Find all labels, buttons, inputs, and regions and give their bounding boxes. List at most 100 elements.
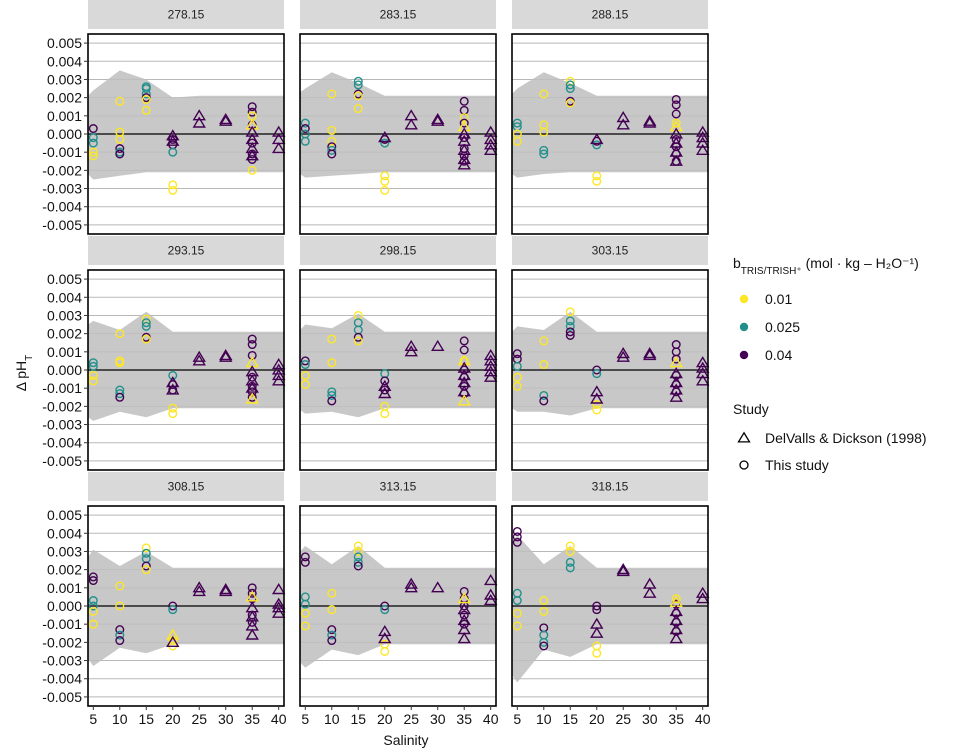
uncertainty-band	[512, 72, 708, 178]
data-point-circle	[115, 358, 125, 368]
facet-panel-293.15: 293.15 0.005 0.004 0.003 0.002 0.001 0.000 -0.0…	[42, 236, 286, 471]
data-point-circle	[300, 370, 310, 380]
data-point-circle	[512, 621, 522, 631]
data-point-triangle	[590, 385, 604, 397]
data-point-triangle	[378, 624, 392, 637]
data-point-circle	[247, 372, 257, 382]
data-point-triangle	[457, 592, 471, 604]
data-point-circle	[539, 606, 549, 616]
data-point-triangle	[669, 154, 683, 166]
data-point-triangle	[271, 363, 286, 375]
data-point-circle	[353, 546, 363, 556]
data-point-triangle	[695, 374, 710, 386]
data-point-triangle	[431, 114, 445, 126]
data-point-circle	[168, 605, 178, 615]
data-point-circle	[512, 608, 522, 618]
data-point-circle	[168, 185, 178, 195]
legend-shape-title: Study	[733, 401, 769, 417]
data-point-circle	[88, 619, 98, 629]
data-point-triangle	[192, 584, 206, 597]
facet-panel-278.15: 278.15 0.005 0.004 0.003 0.002 0.001 0.000 -0.0…	[42, 0, 286, 235]
facet-panels: 278.15 0.005 0.004 0.003 0.002 0.001 0.000 -0.0…	[42, 0, 711, 727]
data-point-circle	[671, 354, 681, 364]
data-point-triangle	[219, 350, 233, 362]
data-point-triangle	[219, 583, 233, 595]
data-point-circle	[88, 151, 98, 161]
data-point-circle	[247, 350, 257, 360]
legend-shape-label: This study	[765, 457, 829, 473]
y-tick-label: 0.001	[47, 108, 82, 124]
data-point-triangle	[245, 149, 259, 161]
legend-color-swatch	[739, 350, 749, 360]
data-point-triangle	[616, 347, 630, 359]
facet-panel-283.15: 283.15	[299, 0, 498, 235]
data-point-circle	[247, 617, 257, 627]
data-point-circle	[115, 392, 125, 402]
data-point-circle	[539, 596, 549, 606]
data-point-triangle	[457, 603, 471, 615]
data-point-circle	[592, 171, 602, 181]
data-point-triangle	[219, 114, 233, 126]
y-tick-label: 0.000	[47, 598, 82, 614]
y-tick-label: 0.002	[47, 562, 82, 578]
data-point-circle	[671, 109, 681, 119]
facet-panel-308.15: 308.15 0.005 0.004 0.003 0.002 0.001 0.000 -0.0…	[42, 472, 287, 727]
data-point-circle	[168, 147, 178, 157]
data-point-circle	[592, 405, 602, 415]
y-tick-label: -0.004	[42, 199, 82, 215]
panel-frame	[511, 33, 709, 235]
legend-shape-label: DelValls & Dickson (1998)	[765, 430, 927, 446]
data-point-circle	[380, 605, 390, 615]
data-point-circle	[300, 599, 310, 609]
data-point-circle	[380, 601, 390, 611]
y-tick-label: -0.002	[42, 634, 82, 650]
data-point-circle	[115, 630, 125, 640]
data-point-triangle	[431, 581, 445, 593]
data-point-triangle	[457, 120, 471, 132]
data-point-circle	[327, 588, 337, 598]
data-point-circle	[327, 630, 337, 640]
data-point-triangle	[271, 368, 286, 381]
data-point-triangle	[431, 339, 445, 351]
data-point-circle	[168, 409, 178, 419]
data-point-triangle	[166, 134, 180, 146]
data-point-triangle	[271, 141, 286, 154]
data-point-triangle	[271, 606, 286, 618]
data-point-circle	[671, 118, 681, 128]
data-point-triangle	[669, 376, 683, 388]
data-point-triangle	[271, 583, 286, 595]
data-point-circle	[592, 605, 602, 615]
data-point-circle	[115, 134, 125, 144]
data-point-circle	[88, 376, 98, 386]
data-point-circle	[115, 581, 125, 591]
data-point-triangle	[271, 601, 286, 613]
data-point-circle	[88, 572, 98, 582]
data-point-circle	[247, 334, 257, 344]
legend-color-entries: 0.01 0.025 0.04	[739, 291, 800, 363]
facet-panel-288.15: 288.15	[511, 0, 710, 235]
facet-strip	[88, 236, 284, 265]
uncertainty-band	[88, 311, 284, 421]
data-point-triangle	[695, 136, 710, 148]
x-tick-label: 20	[589, 711, 605, 727]
data-point-triangle	[643, 116, 657, 128]
data-point-triangle	[483, 370, 498, 382]
data-point-triangle	[590, 132, 604, 145]
data-point-triangle	[192, 350, 206, 362]
data-point-circle	[88, 358, 98, 368]
x-tick-label: 30	[430, 711, 446, 727]
data-point-triangle	[457, 158, 471, 170]
data-point-triangle	[166, 129, 180, 141]
data-point-circle	[115, 149, 125, 159]
data-point-circle	[592, 400, 602, 410]
data-point-circle	[512, 532, 522, 542]
data-point-circle	[353, 561, 363, 571]
data-point-triangle	[457, 394, 471, 406]
y-tick-label: -0.005	[42, 689, 82, 705]
x-tick-label: 40	[483, 711, 499, 727]
legend-shape-circle	[739, 460, 749, 470]
data-point-circle	[88, 596, 98, 606]
data-point-circle	[115, 625, 125, 635]
data-point-circle	[141, 321, 151, 331]
